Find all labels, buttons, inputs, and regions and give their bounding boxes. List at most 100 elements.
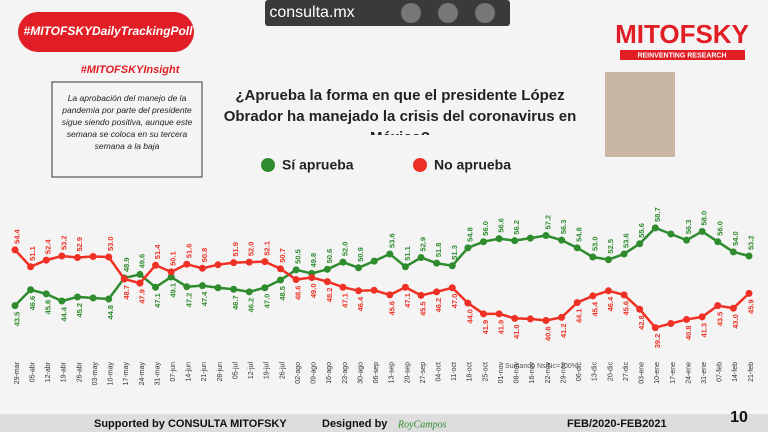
x-tick-label: 28-jun (217, 362, 224, 382)
value-label: 46.7 (231, 295, 240, 310)
point (11, 302, 19, 310)
value-label: 45.5 (419, 301, 428, 316)
x-tick-label: 13-sep (389, 362, 396, 384)
value-label: 47.1 (403, 293, 412, 308)
value-label: 50.5 (294, 249, 303, 264)
value-label: 50.6 (325, 249, 334, 264)
x-tick-label: 31-ene (701, 362, 708, 384)
value-label: 51.9 (231, 242, 240, 257)
point (714, 302, 722, 310)
legend-label: No aprueba (434, 157, 511, 173)
twitter-icon[interactable] (401, 3, 421, 23)
value-label: 53.2 (746, 235, 755, 250)
point (58, 252, 66, 260)
x-tick-label: 27-sep (420, 362, 427, 384)
point (323, 278, 331, 286)
point (355, 287, 363, 295)
point (417, 291, 425, 299)
point (620, 291, 628, 299)
x-tick-label: 05-jul (232, 362, 239, 380)
value-label: 54.8 (575, 227, 584, 242)
site[interactable]: consulta.mx (269, 4, 354, 21)
point (245, 288, 253, 296)
x-tick-label: 18-oct (467, 362, 474, 382)
x-tick-label: 21-jun (201, 362, 208, 382)
point (89, 253, 97, 261)
point (11, 246, 19, 254)
point (604, 287, 612, 295)
point (105, 253, 113, 261)
point (386, 291, 394, 299)
x-tick-label: 16-ago (326, 362, 333, 384)
point (355, 264, 363, 272)
value-label: 43.0 (731, 314, 740, 329)
designed: Designed by (322, 418, 388, 430)
value-label: 49.0 (309, 284, 318, 299)
value-label: 45.9 (746, 299, 755, 314)
page-number: 10 (730, 409, 748, 426)
point (448, 262, 456, 270)
value-label: 43.5 (715, 312, 724, 327)
point (214, 261, 222, 269)
value-label: 54.8 (465, 227, 474, 242)
value-label: 53.0 (590, 236, 599, 251)
point (745, 252, 753, 260)
period: FEB/2020-FEB2021 (567, 418, 667, 430)
point (620, 250, 628, 258)
point (308, 274, 316, 281)
point (261, 284, 269, 292)
value-label: 45.6 (622, 301, 631, 316)
x-tick-label: 05-abr (29, 361, 36, 382)
point (636, 305, 644, 313)
value-label: 44.4 (59, 306, 68, 321)
point (152, 261, 160, 269)
point (604, 256, 612, 264)
x-tick-label: 17-ene (670, 362, 677, 384)
x-tick-label: 14-jun (186, 362, 193, 382)
value-label: 52.0 (247, 242, 256, 257)
point (698, 227, 706, 235)
point (698, 313, 706, 321)
brand-tagline: REINVENTING RESEARCH (637, 52, 726, 59)
title-box: ¿Aprueba la forma en que el presidente L… (224, 87, 577, 135)
value-label: 47.9 (137, 289, 146, 304)
point (42, 256, 50, 264)
value-label: 52.9 (75, 237, 84, 252)
facebook-icon[interactable] (438, 3, 458, 23)
value-label: 45.6 (387, 301, 396, 316)
value-label: 48.6 (294, 286, 303, 301)
value-label: 56.2 (512, 220, 521, 235)
x-tick-label: 14-feb (732, 362, 739, 382)
x-tick-label: 08-nov (514, 362, 521, 384)
point (27, 263, 35, 271)
value-label: 47.0 (262, 294, 271, 309)
point (667, 230, 675, 238)
x-tick-label: 26-jul (279, 362, 286, 380)
brand: MITOFSKY (615, 19, 749, 49)
value-label: 44.0 (465, 309, 474, 324)
point (480, 238, 488, 246)
point (401, 263, 409, 271)
youtube-icon[interactable] (475, 3, 495, 23)
value-label: 52.0 (340, 242, 349, 257)
point (245, 258, 253, 266)
value-label: 51.1 (28, 246, 37, 261)
value-label: 54.0 (731, 231, 740, 246)
value-label: 52.1 (262, 241, 271, 256)
value-label: 47.1 (153, 293, 162, 308)
x-tick-label: 02-ago (295, 362, 302, 384)
designer: RoyCampos (397, 419, 446, 430)
value-label: 58.0 (700, 211, 709, 226)
x-tick-label: 11-oct (451, 362, 458, 381)
x-tick-label: 29-mar (14, 361, 21, 384)
point (276, 276, 284, 284)
supported: Supported by CONSULTA MITOFSKY (94, 418, 287, 430)
point (167, 273, 175, 281)
point (542, 232, 550, 240)
point (526, 234, 534, 242)
value-label: 53.6 (622, 233, 631, 248)
point (417, 254, 425, 262)
legend-label: Sí aprueba (282, 157, 354, 173)
point (636, 240, 644, 248)
value-label: 52.4 (44, 239, 53, 254)
